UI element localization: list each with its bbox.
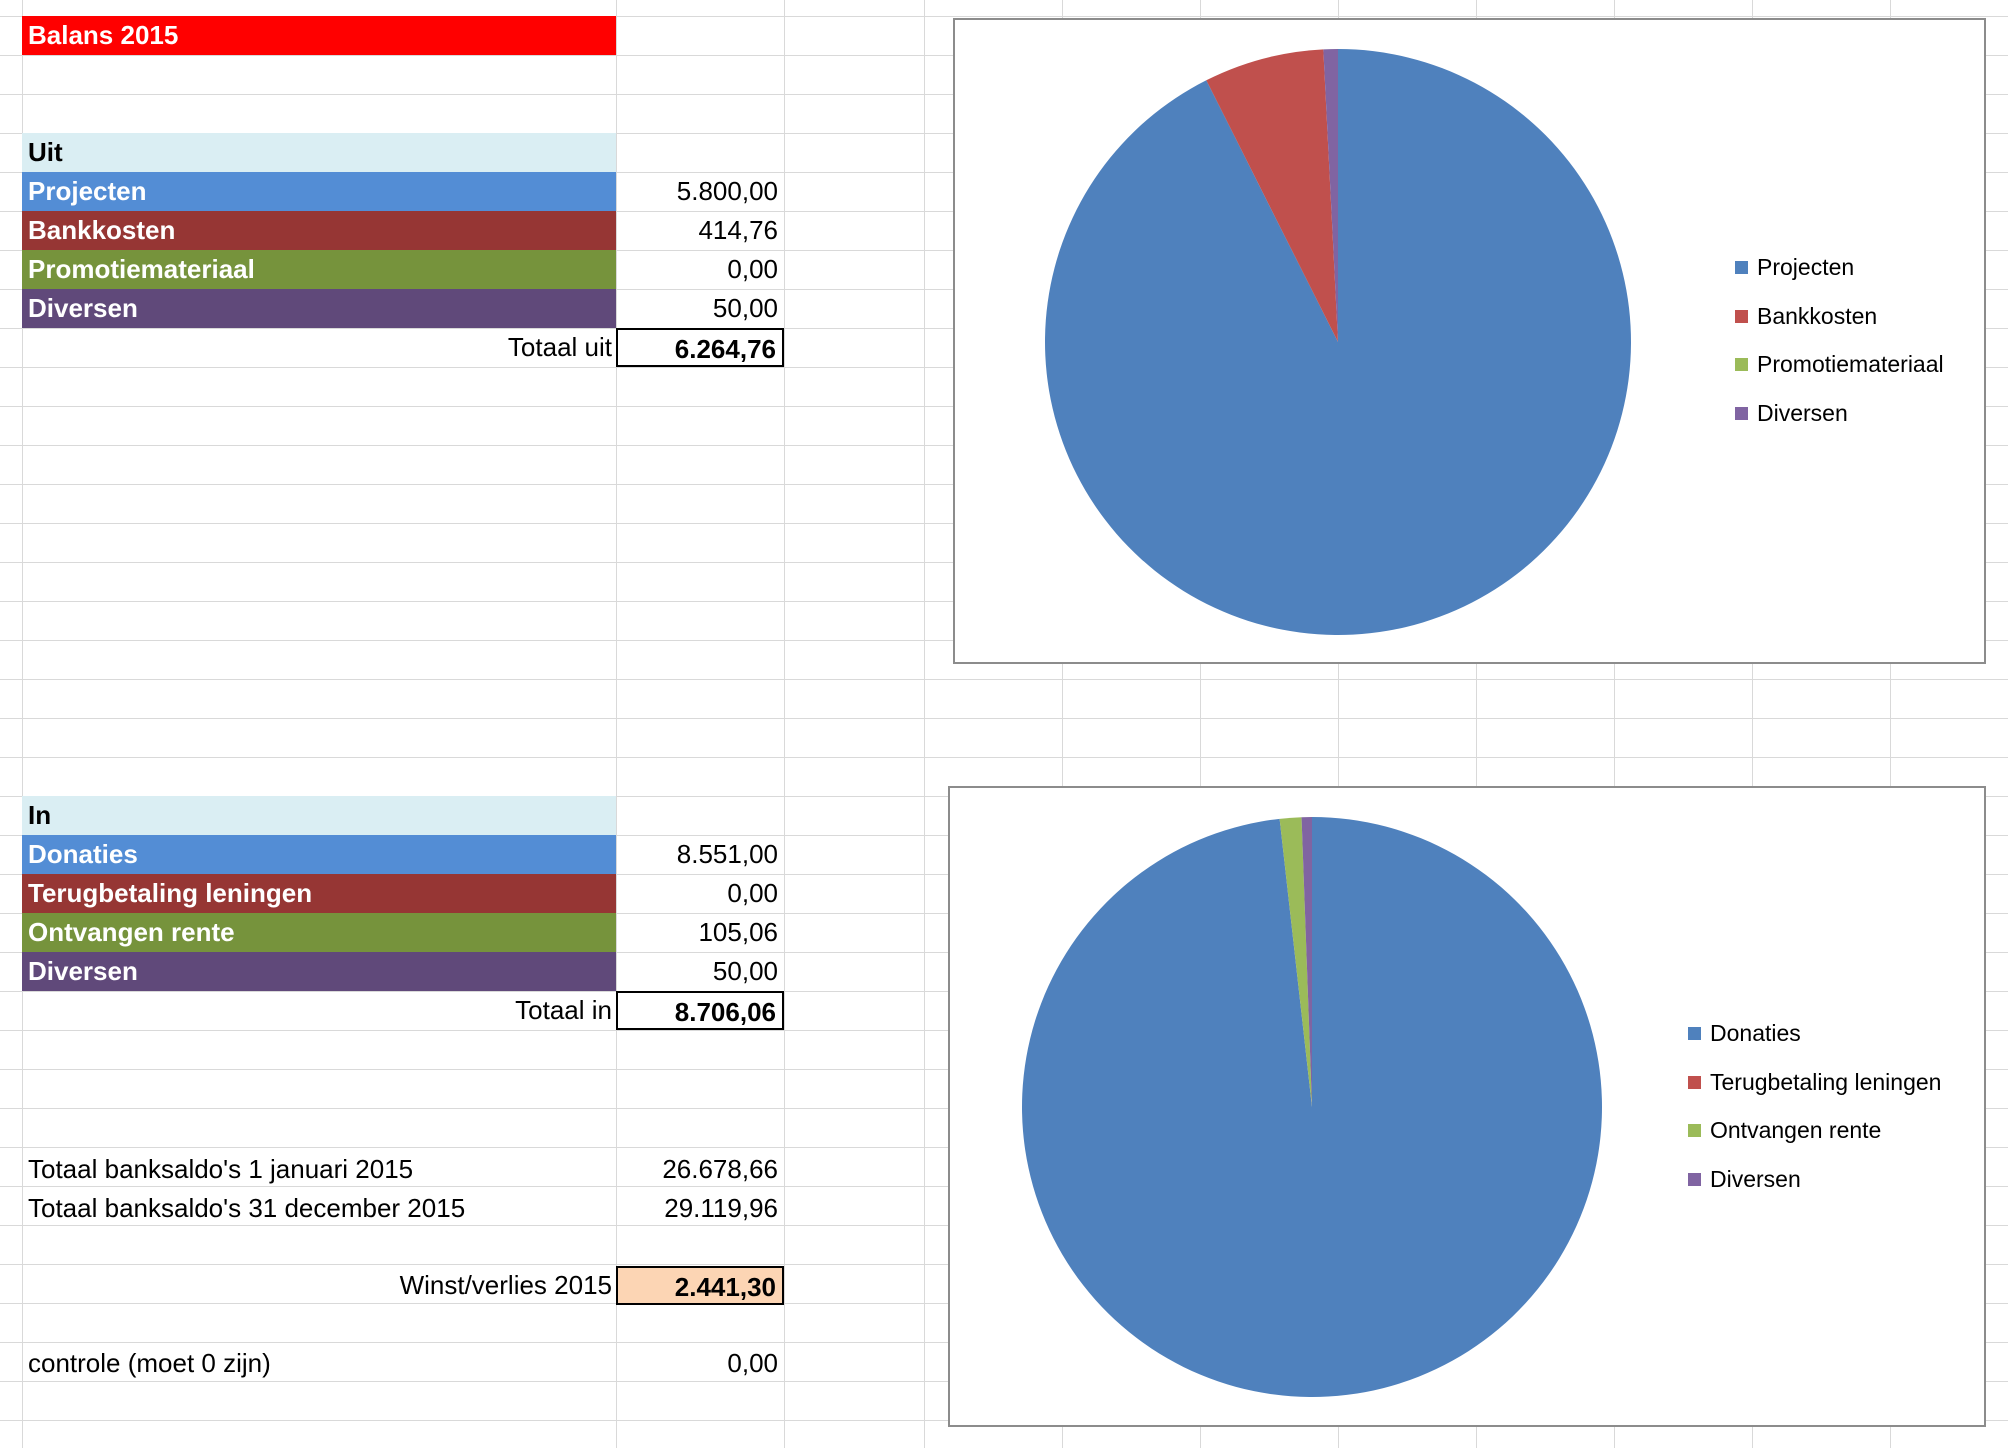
uit-total-value[interactable]: 6.264,76 — [616, 328, 784, 367]
uit-header[interactable]: Uit — [22, 133, 616, 172]
uit-row-label[interactable]: Bankkosten — [22, 211, 616, 250]
legend-label: Terugbetaling leningen — [1710, 1069, 1942, 1095]
legend-swatch — [1688, 1124, 1701, 1137]
uit-total-label[interactable]: Totaal uit — [507, 332, 612, 362]
in-row-label[interactable]: Ontvangen rente — [22, 913, 616, 952]
in-pie-chart[interactable]: Donaties Terugbetaling leningen Ontvange… — [948, 786, 1986, 1427]
legend-swatch — [1735, 310, 1748, 323]
uit-pie-svg — [1045, 49, 1631, 635]
in-slice-diversen[interactable] — [1301, 817, 1312, 1107]
saldo-end-label[interactable]: Totaal banksaldo's 31 december 2015 — [28, 1193, 466, 1223]
in-total-value[interactable]: 8.706,06 — [616, 991, 784, 1030]
uit-pie-chart[interactable]: Projecten Bankkosten Promotiemateriaal D… — [953, 18, 1986, 664]
legend-swatch — [1735, 407, 1748, 420]
legend-swatch — [1688, 1027, 1701, 1040]
in-pie-svg — [1021, 817, 1602, 1397]
winst-value[interactable]: 2.441,30 — [616, 1266, 784, 1305]
in-header[interactable]: In — [22, 796, 616, 835]
in-row-label[interactable]: Donaties — [22, 835, 616, 874]
legend-swatch — [1735, 261, 1748, 274]
in-slice-donaties[interactable] — [1021, 817, 1602, 1397]
legend-label: Diversen — [1757, 400, 1848, 426]
uit-row-label[interactable]: Diversen — [22, 289, 616, 328]
in-row-label[interactable]: Terugbetaling leningen — [22, 874, 616, 913]
in-slice-ontvangen-rente[interactable] — [1279, 817, 1312, 1107]
controle-value[interactable]: 0,00 — [727, 1348, 778, 1378]
legend-swatch — [1688, 1076, 1701, 1089]
legend-swatch — [1735, 358, 1748, 371]
in-row-label[interactable]: Diversen — [22, 952, 616, 991]
legend-label: Projecten — [1757, 254, 1855, 280]
saldo-start-value[interactable]: 26.678,66 — [662, 1154, 778, 1184]
winst-label[interactable]: Winst/verlies 2015 — [399, 1270, 612, 1300]
in-row-value[interactable]: 8.551,00 — [676, 839, 778, 869]
in-total-label[interactable]: Totaal in — [515, 995, 612, 1025]
saldo-start-label[interactable]: Totaal banksaldo's 1 januari 2015 — [28, 1154, 414, 1184]
uit-row-value[interactable]: 5.800,00 — [676, 176, 778, 206]
uit-slice-diversen[interactable] — [1323, 49, 1338, 342]
legend-label: Bankkosten — [1757, 303, 1878, 329]
uit-slice-bankkosten[interactable] — [1206, 49, 1338, 342]
uit-row-label[interactable]: Projecten — [22, 172, 616, 211]
uit-row-label[interactable]: Promotiemateriaal — [22, 250, 616, 289]
in-row-value[interactable]: 105,06 — [698, 917, 778, 947]
saldo-end-value[interactable]: 29.119,96 — [664, 1193, 778, 1223]
uit-row-value[interactable]: 50,00 — [712, 293, 778, 323]
uit-row-value[interactable]: 414,76 — [698, 215, 778, 245]
legend-label: Diversen — [1710, 1166, 1801, 1192]
sheet-title[interactable]: Balans 2015 — [22, 16, 616, 55]
legend-swatch — [1688, 1173, 1701, 1186]
controle-label[interactable]: controle (moet 0 zijn) — [28, 1348, 271, 1378]
legend-label: Donaties — [1710, 1020, 1801, 1046]
legend-label: Promotiemateriaal — [1757, 351, 1944, 377]
in-row-value[interactable]: 50,00 — [712, 956, 778, 986]
in-row-value[interactable]: 0,00 — [727, 878, 778, 908]
uit-row-value[interactable]: 0,00 — [727, 254, 778, 284]
legend-label: Ontvangen rente — [1710, 1117, 1882, 1143]
